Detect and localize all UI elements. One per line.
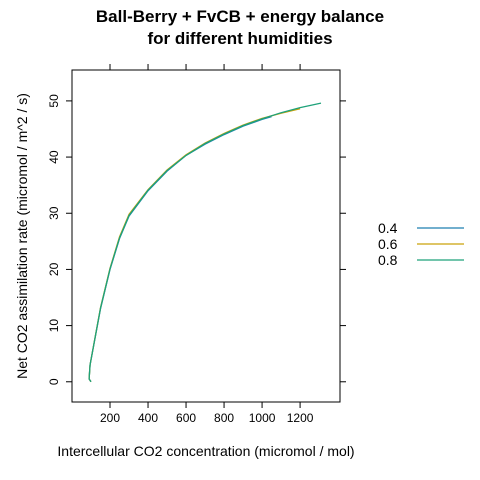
x-tick-label: 800 (214, 411, 234, 425)
y-tick-label: 20 (47, 262, 61, 276)
y-axis-label: Net CO2 assimilation rate (micromol / m^… (14, 93, 30, 379)
plot-frame (71, 69, 341, 403)
x-tick-label: 1000 (249, 411, 276, 425)
legend-label: 0.8 (378, 252, 398, 268)
legend-label: 0.6 (378, 236, 398, 252)
series-line (88, 102, 322, 383)
x-tick-label: 1200 (287, 411, 314, 425)
y-tick-label: 0 (47, 378, 61, 385)
x-tick-label: 200 (100, 411, 120, 425)
x-axis-label: Intercellular CO2 concentration (micromo… (57, 443, 354, 459)
x-tick-label: 400 (138, 411, 158, 425)
y-tick-label: 40 (47, 150, 61, 164)
y-tick-label: 50 (47, 94, 61, 108)
y-tick-label: 10 (47, 319, 61, 333)
y-tick-label: 30 (47, 206, 61, 220)
chart-title: Ball-Berry + FvCB + energy balance (96, 7, 384, 26)
chart-title: for different humidities (147, 29, 332, 48)
legend-label: 0.4 (378, 220, 398, 236)
x-tick-label: 600 (176, 411, 196, 425)
